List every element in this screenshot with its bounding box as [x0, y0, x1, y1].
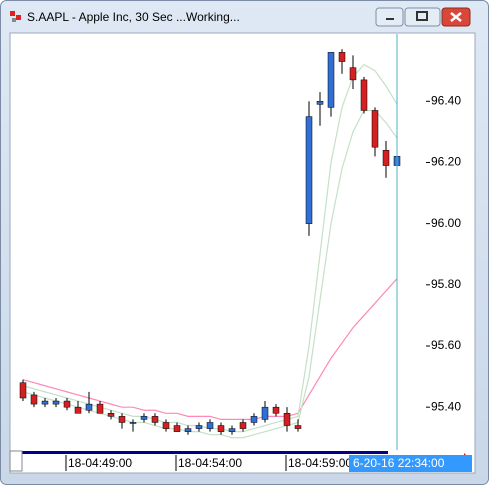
y-tick-label: 95.80 — [431, 277, 461, 291]
candle-body — [85, 403, 93, 411]
candle-body — [206, 422, 214, 429]
candle-body — [52, 400, 60, 405]
candle-body — [316, 101, 324, 105]
candle-body — [250, 416, 258, 423]
maximize-icon — [416, 11, 428, 21]
candle-body — [19, 382, 27, 399]
app-icon — [10, 11, 21, 22]
candle-body — [41, 400, 49, 405]
candle-body — [129, 422, 137, 424]
maximize-button[interactable] — [404, 7, 441, 27]
candle-body — [96, 403, 104, 414]
candle-body — [151, 416, 159, 423]
candle-body — [294, 425, 302, 429]
x-tick-label: 18-04:54:00 — [178, 456, 242, 470]
cursor-time: 6-20-16 22:34:00 — [353, 456, 445, 470]
candle-body — [382, 149, 390, 166]
x-tick-label: 18-04:59:00 — [288, 456, 352, 470]
candle-body — [360, 79, 368, 111]
minimize-button[interactable] — [375, 7, 404, 27]
candle-body — [239, 422, 247, 429]
scroll-box[interactable] — [9, 450, 23, 472]
candle-body — [371, 110, 379, 148]
y-tick-label: 96.40 — [431, 93, 461, 107]
window-title: S.AAPL - Apple Inc, 30 Sec ...Working... — [27, 10, 240, 24]
candle-body — [349, 67, 357, 81]
candle-body — [283, 413, 291, 426]
scroll-track[interactable] — [22, 451, 388, 454]
candle-body — [261, 406, 269, 420]
candle-body — [118, 416, 126, 423]
candle-body — [162, 422, 170, 429]
candle-body — [338, 52, 346, 62]
candle-body — [305, 116, 313, 224]
plot: 95.40 95.60 95.80 96.00 96.20 96.40 18-04:49:0… — [19, 34, 461, 471]
y-tick-label: 95.60 — [431, 338, 461, 352]
candle-body — [74, 406, 82, 414]
cursor-time-box — [349, 455, 472, 472]
candle-body — [30, 394, 38, 405]
candle-body — [184, 428, 192, 432]
candle-body — [140, 416, 148, 420]
candle-body — [173, 425, 181, 432]
candle-body — [107, 413, 115, 417]
candle-body — [195, 425, 203, 429]
candle-body — [327, 52, 335, 108]
moving-average — [22, 109, 398, 439]
moving-average — [22, 278, 398, 421]
y-tick-label: 95.40 — [431, 399, 461, 413]
window-buttons[interactable] — [375, 7, 471, 27]
x-tick-label: 18-04:49:00 — [68, 456, 132, 470]
candle-body — [217, 425, 225, 432]
minimize-icon — [386, 18, 394, 20]
candle-body — [228, 428, 236, 432]
candle-body — [272, 406, 280, 414]
y-tick-label: 96.00 — [431, 216, 461, 230]
candle-body — [63, 400, 71, 408]
close-icon — [450, 12, 462, 22]
y-tick-label: 96.20 — [431, 155, 461, 169]
